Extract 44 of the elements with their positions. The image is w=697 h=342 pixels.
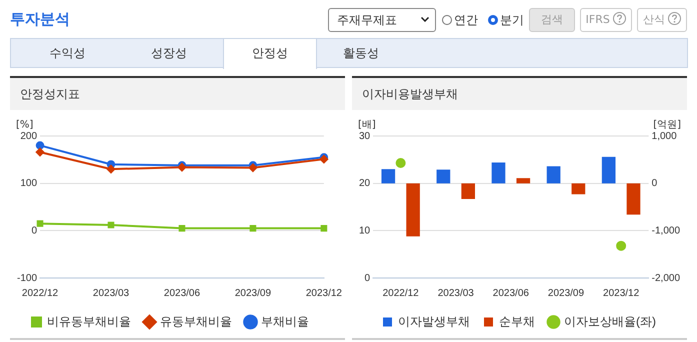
legend-label: 이자보상배율(좌) [564, 314, 656, 328]
y-axis-title: [%] [16, 120, 34, 131]
x-tick-label: 2023/06 [164, 288, 200, 299]
text: 활동성 [342, 45, 380, 62]
x-tick-label: 2022/12 [382, 288, 420, 299]
text: 안정성 [223, 38, 317, 69]
x-tick-label: 2023/09 [234, 288, 272, 299]
text: 주재무제표 [328, 8, 436, 32]
x-tick-label: 2022/12 [22, 288, 59, 299]
text: IFRS [580, 8, 632, 32]
x-tick-label: 2023/12 [603, 288, 640, 299]
y-tick-label: 0 [31, 225, 38, 236]
text: 연간 [453, 12, 478, 29]
y2-axis-title: [억원] [653, 120, 682, 131]
x-tick-label: 2023/03 [92, 288, 130, 299]
y-tick-label: 200 [20, 130, 38, 142]
chart-title: 안정성지표 [10, 78, 345, 110]
x-tick-label: 2023/03 [438, 288, 474, 299]
y2-tick-label: -2,000 [652, 272, 680, 284]
y2-tick-label: 0 [652, 178, 658, 190]
text: 분기 [499, 12, 524, 29]
y-tick-label: 30 [359, 130, 371, 142]
y2-tick-label: -1,000 [652, 225, 680, 236]
x-tick-label: 2023/12 [306, 288, 342, 299]
y-tick-label: -100 [17, 272, 38, 284]
y2-tick-label: 1,000 [652, 130, 678, 142]
legend-label: 순부채 [499, 314, 536, 328]
text: 성장성 [150, 45, 188, 62]
y-tick-label: 10 [359, 225, 371, 236]
text: 수익성 [48, 45, 86, 62]
x-tick-label: 2023/09 [548, 288, 584, 299]
text: 투자분석 [10, 10, 70, 29]
y-axis-title: [배] [358, 120, 376, 131]
y-tick-label: 100 [20, 178, 38, 190]
y-tick-label: 0 [364, 272, 371, 284]
x-tick-label: 2023/06 [492, 288, 530, 299]
chart-title: 이자비용발생부채 [352, 78, 687, 110]
legend-label: 부채비율 [261, 314, 309, 328]
legend-label: 이자발생부채 [398, 314, 470, 328]
legend-label: 유동부채비율 [160, 314, 232, 328]
y-tick-label: 20 [359, 178, 371, 190]
legend-label: 비유동부채비율 [47, 314, 131, 328]
text: 산식 [637, 8, 687, 32]
text: 검색 [529, 8, 575, 32]
